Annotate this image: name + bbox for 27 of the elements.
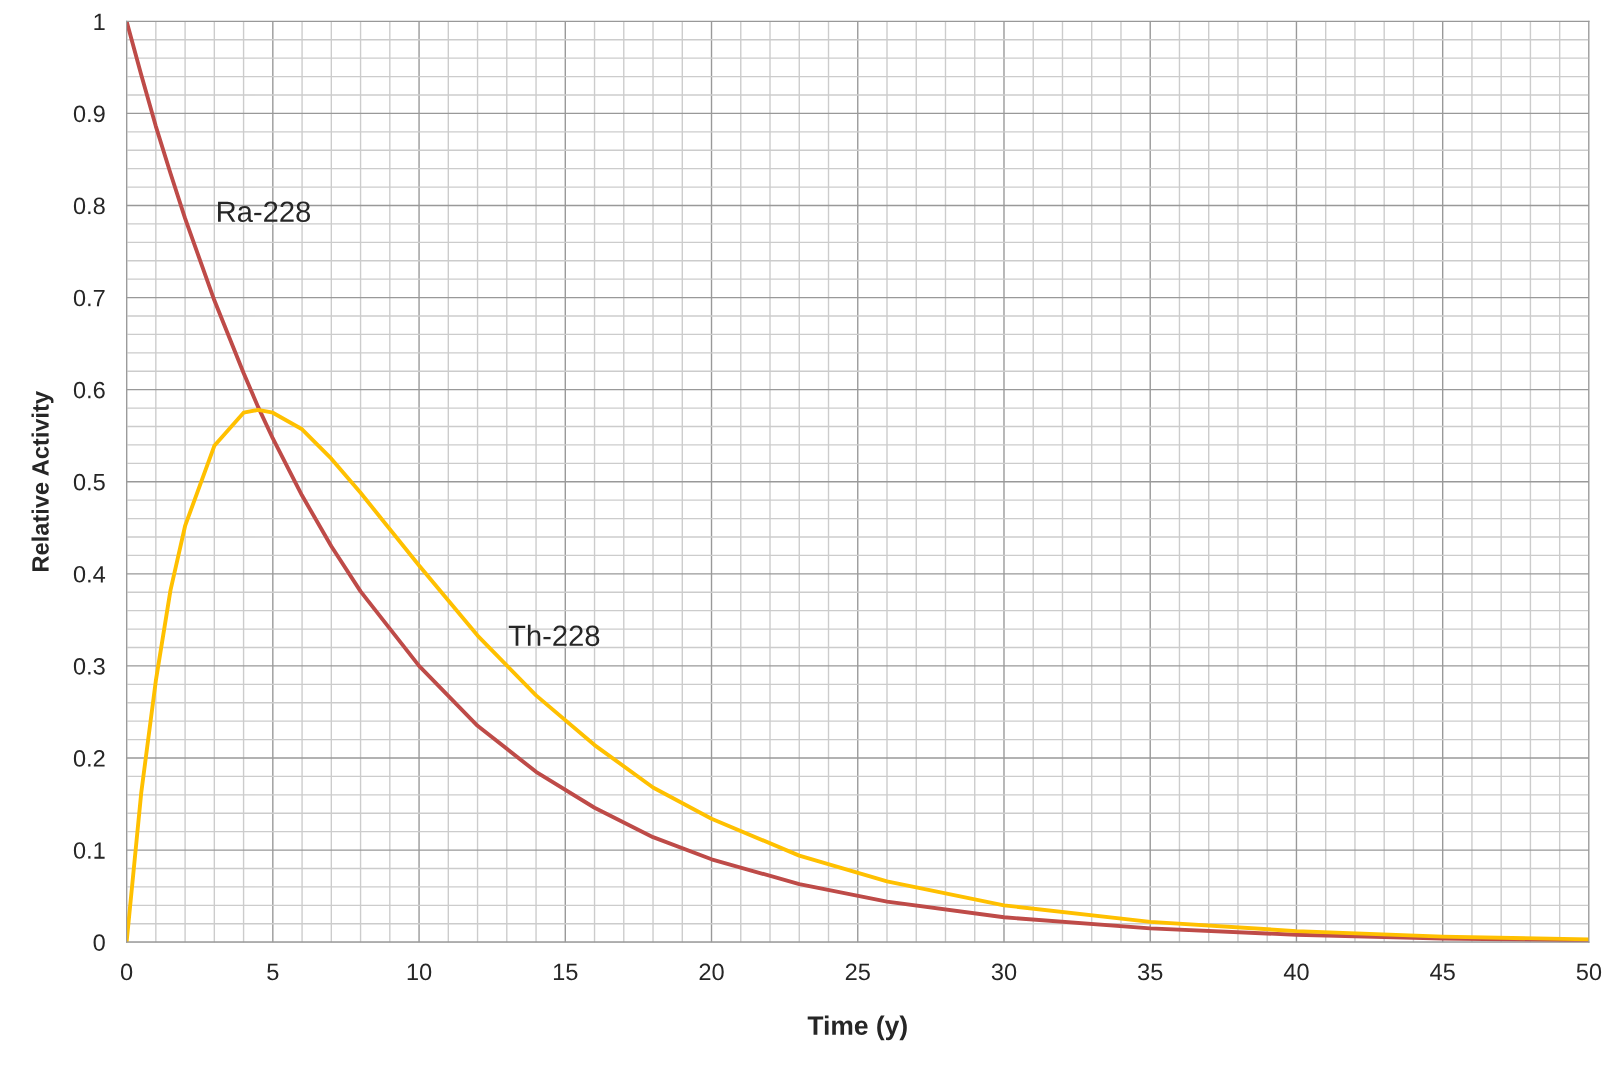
y-tick-label: 0.8 bbox=[73, 197, 105, 215]
x-tick-label: 50 bbox=[1576, 963, 1602, 981]
x-tick-label: 10 bbox=[407, 963, 432, 981]
x-tick-label: 0 bbox=[120, 963, 133, 981]
y-tick-label: 0.3 bbox=[73, 657, 105, 675]
y-tick-label: 0.7 bbox=[73, 289, 105, 307]
y-tick-label: 1 bbox=[94, 13, 105, 30]
y-tick-label: 0.2 bbox=[73, 750, 105, 767]
y-axis-title: Relative Activity bbox=[31, 391, 54, 571]
line-series bbox=[126, 21, 1589, 943]
y-tick-label: 0.1 bbox=[73, 842, 105, 859]
x-tick-label: 20 bbox=[699, 963, 724, 981]
series-label: Th-228 bbox=[508, 624, 600, 647]
x-tick-label: 5 bbox=[267, 963, 279, 981]
y-tick-label: 0.5 bbox=[73, 473, 105, 491]
x-tick-label: 30 bbox=[991, 963, 1017, 981]
y-tick-label: 0.9 bbox=[73, 105, 105, 123]
x-tick-label: 15 bbox=[553, 963, 578, 981]
x-tick-label: 25 bbox=[845, 963, 870, 981]
x-tick-label: 40 bbox=[1283, 963, 1309, 981]
x-tick-label: 35 bbox=[1137, 963, 1163, 981]
series-label: Ra-228 bbox=[218, 201, 311, 223]
x-tick-label: 45 bbox=[1430, 963, 1455, 981]
y-tick-label: 0.4 bbox=[73, 565, 106, 583]
x-axis-title: Time (y) bbox=[807, 1015, 907, 1041]
y-tick-label: 0.6 bbox=[73, 381, 105, 399]
y-tick-label: 0 bbox=[93, 934, 105, 951]
